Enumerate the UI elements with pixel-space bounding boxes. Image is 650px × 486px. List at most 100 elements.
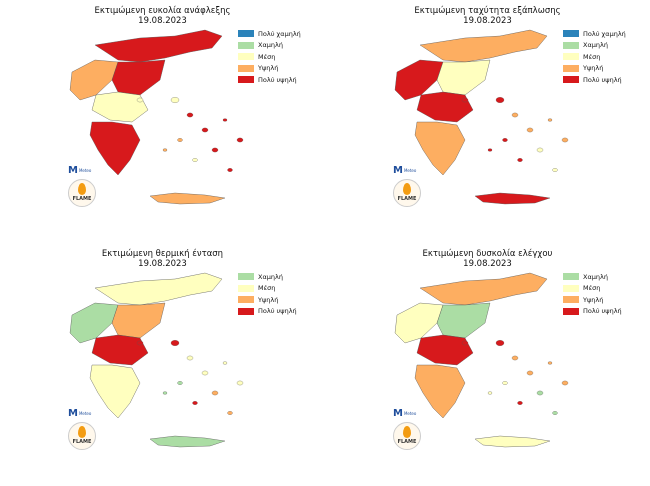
legend-label: Μέση [583,52,601,61]
legend-swatch [563,53,579,61]
meteo-mark: M [68,408,78,419]
flame-icon [403,183,411,195]
legend-label: Χαμηλή [258,41,283,50]
legend-entry: Υψηλή [238,63,301,75]
legend: Πολύ χαμηλή Χαμηλή Μέση Υψηλή Πολύ υψηλή [563,28,626,86]
map-island [547,361,553,365]
map-island [136,97,144,103]
map-island [487,148,493,152]
map-region [91,334,149,366]
panel-intensity: Εκτιμώμενη θερμική ένταση 19.08.2023 Χαμηλ… [0,243,325,486]
legend-swatch [563,76,579,84]
panel-title: Εκτιμώμενη ταχύτητα εξάπλωσης 19.08.2023 [325,6,650,26]
flame-text: FLAME [72,196,92,202]
legend: Πολύ χαμηλή Χαμηλή Μέση Υψηλή Πολύ υψηλή [238,28,301,86]
legend-entry: Χαμηλή [238,271,297,283]
legend-entry: Πολύ χαμηλή [563,28,626,40]
legend-label: Πολύ χαμηλή [583,29,626,38]
meteo-mark: M [68,165,78,176]
meteo-text: Meteo [403,167,417,173]
greece-map [394,29,569,205]
map-island [162,391,168,395]
map-island [561,380,569,386]
meteo-text: Meteo [403,410,417,416]
map-island [136,340,144,346]
map-island [502,138,508,142]
legend-entry: Πολύ υψηλή [563,74,626,86]
legend-label: Υψηλή [583,64,604,73]
panel-spread: Εκτιμώμενη ταχύτητα εξάπλωσης 19.08.2023 Π… [325,0,650,243]
map-island [170,97,180,103]
legend-entry: Χαμηλή [563,40,626,52]
map-island [211,390,219,396]
legend-swatch [238,30,254,38]
legend-swatch [238,41,254,49]
map-region [414,364,466,419]
map-region [69,59,119,101]
panel-title: Εκτιμώμενη δυσκολία ελέγχου 19.08.2023 [325,249,650,269]
flame-logo: FLAME [393,179,421,207]
legend-swatch [238,76,254,84]
map-title: Εκτιμώμενη ταχύτητα εξάπλωσης [414,6,561,16]
meteo-logo: M Meteo [393,408,423,419]
map-region [89,364,141,419]
legend-swatch [238,307,254,315]
map-island [186,355,194,361]
logo-block: M Meteo FLAME [68,165,98,207]
legend-swatch [238,64,254,72]
map-region [94,272,223,306]
legend-label: Πολύ υψηλή [583,307,622,316]
legend-entry: Υψηλή [238,294,297,306]
legend-entry: Μέση [238,51,301,63]
flame-logo: FLAME [393,422,421,450]
flame-icon [403,426,411,438]
legend-entry: Πολύ υψηλή [238,74,301,86]
legend-swatch [238,296,254,304]
map-island [552,168,558,172]
map-island [511,355,519,361]
flame-text: FLAME [397,196,417,202]
map-region [111,59,166,96]
logo-block: M Meteo FLAME [68,408,98,450]
map-island [526,127,534,133]
map-region [419,29,548,63]
panel-control: Εκτιμώμενη δυσκολία ελέγχου 19.08.2023 Χαμ… [325,243,650,486]
legend-label: Υψηλή [258,295,279,304]
legend-label: Πολύ υψηλή [258,75,297,84]
map-island [517,401,523,405]
map-island [186,112,194,118]
legend-entry: Πολύ χαμηλή [238,28,301,40]
legend-label: Χαμηλή [583,272,608,281]
meteo-logo: M Meteo [393,165,423,176]
legend-swatch [563,30,579,38]
map-island [536,390,544,396]
legend-swatch [563,41,579,49]
map-region [394,59,444,101]
meteo-mark: M [393,408,403,419]
map-island [495,340,505,346]
greece-map [69,272,244,448]
map-island [192,158,198,162]
map-title: Εκτιμώμενη δυσκολία ελέγχου [422,249,553,259]
map-region-crete [149,192,226,205]
legend-swatch [563,273,579,281]
legend-label: Πολύ υψηλή [583,75,622,84]
map-island [222,361,228,365]
logo-block: M Meteo FLAME [393,165,423,207]
map-island [495,97,505,103]
legend-label: Υψηλή [583,295,604,304]
map-island [201,370,209,376]
map-region [94,29,223,63]
legend-swatch [563,296,579,304]
map-island [177,381,183,385]
map-island [211,147,219,153]
map-date: 19.08.2023 [138,259,187,269]
legend-swatch [238,273,254,281]
map-title: Εκτιμώμενη θερμική ένταση [101,249,224,259]
map-island [511,112,519,118]
greece-map [394,272,569,448]
map-region [414,121,466,176]
meteo-logo: M Meteo [68,165,98,176]
legend-entry: Χαμηλή [238,40,301,52]
map-region-crete [474,192,551,205]
